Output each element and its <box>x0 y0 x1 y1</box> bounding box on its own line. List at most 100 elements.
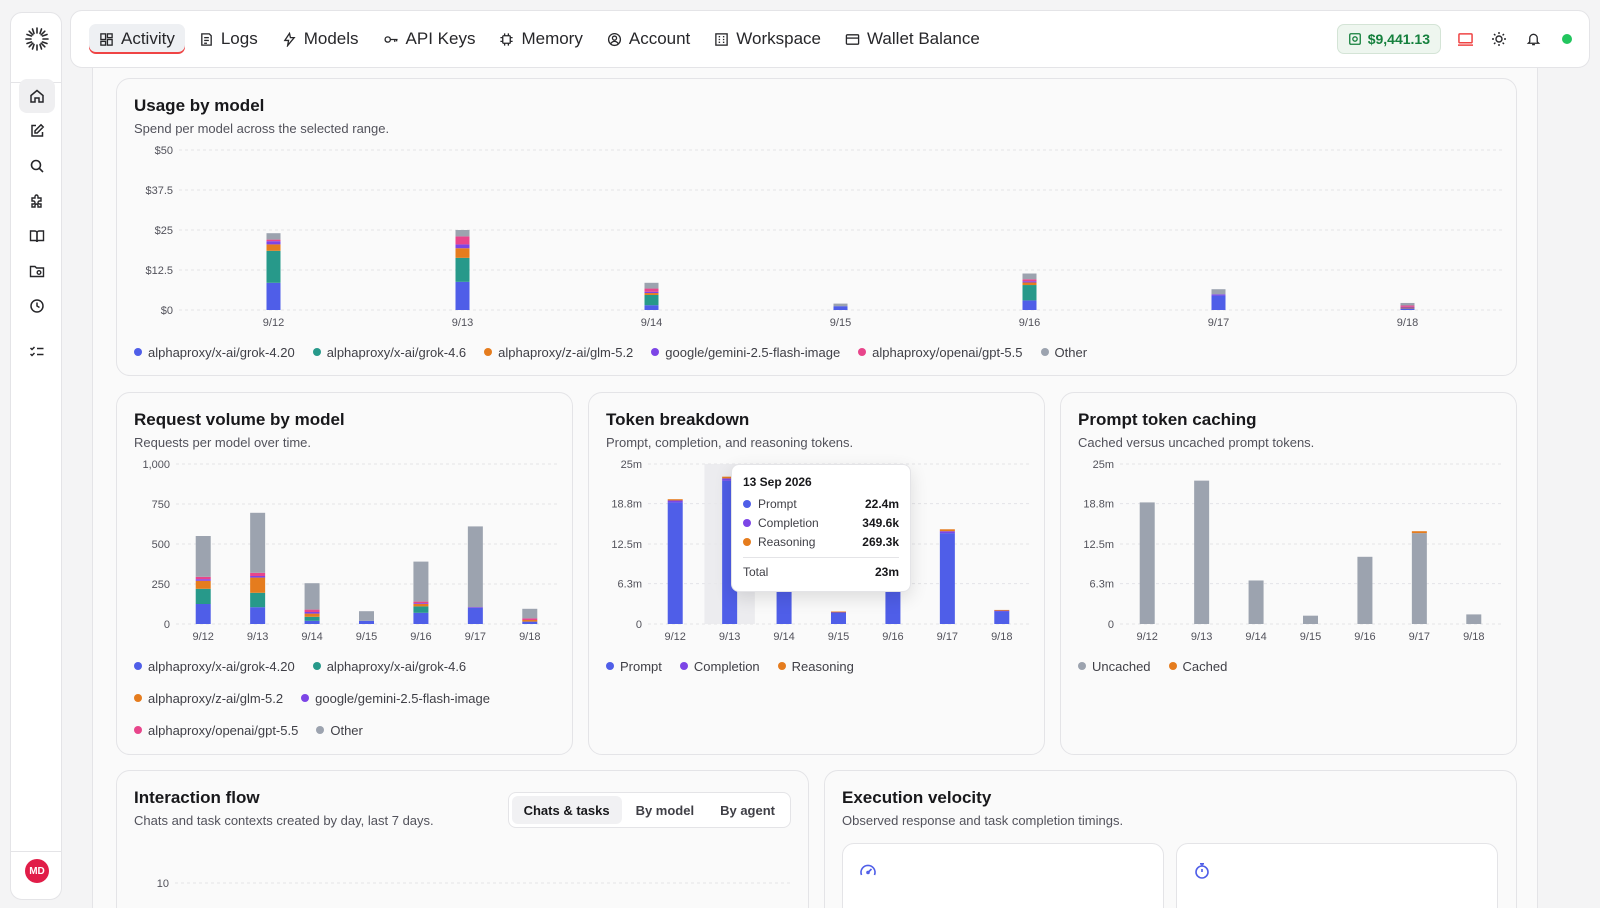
bar-segment-google-gemini-2-5-flash-image <box>304 612 320 614</box>
caching-chart[interactable]: 0 6.3m 12.5m 18.8m 25m 9/12 9/13 9/14 9/15 9/16 9/… <box>1061 393 1518 653</box>
legend-item[interactable]: alphaproxy/openai/gpt-5.5 <box>134 714 298 746</box>
y-tick-label: 6.3m <box>618 579 642 591</box>
avatar[interactable]: MD <box>25 859 49 883</box>
home-button[interactable] <box>19 79 55 113</box>
x-tick-label: 9/12 <box>193 631 214 643</box>
x-tick-label: 9/18 <box>1463 631 1484 643</box>
legend-label: alphaproxy/x-ai/grok-4.20 <box>148 658 295 674</box>
bar-segment-alphaproxy-z-ai-glm-5-2 <box>413 604 429 607</box>
legend-label: Prompt <box>620 658 662 674</box>
legend-item[interactable]: google/gemini-2.5-flash-image <box>651 336 840 368</box>
x-tick-label: 9/18 <box>991 631 1012 643</box>
legend-label: alphaproxy/x-ai/grok-4.20 <box>148 344 295 360</box>
legend-label: Uncached <box>1092 658 1151 674</box>
legend-swatch <box>301 694 310 702</box>
legend-item[interactable]: alphaproxy/x-ai/grok-4.6 <box>312 650 466 682</box>
bar-segment-uncached <box>1194 480 1210 624</box>
home-icon <box>30 89 44 103</box>
usage-by-model-card: Usage by model Spend per model across th… <box>116 78 1517 376</box>
history-button[interactable] <box>19 289 55 323</box>
requests-chart[interactable]: 0 250 500 750 1,000 9/12 9/13 9/14 9/15 9/16 9/17 9… <box>117 393 574 653</box>
x-tick-label: 9/14 <box>641 317 662 329</box>
tokens-chart[interactable]: 0 6.3m 12.5m 18.8m 25m 9/12 9/13 9/14 9/15 9/16 9/… <box>589 393 1046 653</box>
bar-segment-alphaproxy-x-ai-grok-4-6 <box>304 616 320 621</box>
x-tick-label: 9/17 <box>937 631 958 643</box>
tab-logs[interactable]: Logs <box>189 24 268 54</box>
y-tick-label: 750 <box>152 499 170 511</box>
legend-item[interactable]: google/gemini-2.5-flash-image <box>301 682 490 714</box>
legend-item[interactable]: alphaproxy/x-ai/grok-4.20 <box>134 650 295 682</box>
tab-workspace[interactable]: Workspace <box>704 24 831 54</box>
search-button[interactable] <box>19 149 55 183</box>
bar-segment-other <box>522 608 538 619</box>
caching-legend: Uncached Cached <box>1078 650 1227 682</box>
bar-segment-alphaproxy-x-ai-grok-4-20 <box>266 282 281 310</box>
x-tick-label: 9/16 <box>410 631 431 643</box>
logs-icon <box>201 32 212 46</box>
legend-item[interactable]: Uncached <box>1078 650 1151 682</box>
tab-label: Models <box>303 29 359 48</box>
bar-segment-google-gemini-2-5-flash-image <box>1022 281 1037 283</box>
tasks-button[interactable] <box>19 335 55 369</box>
sidebar-rail: MD <box>10 12 62 900</box>
y-tick-label: 12.5m <box>1083 539 1114 551</box>
x-tick-label: 9/18 <box>519 631 540 643</box>
bar-segment-other <box>467 526 483 608</box>
legend-item[interactable]: Other <box>316 714 363 746</box>
card-subtitle: Chats and task contexts created by day, … <box>134 813 434 828</box>
request-volume-card: Request volume by model Requests per mod… <box>116 392 573 755</box>
tab-models[interactable]: Models <box>272 24 369 54</box>
usage-chart[interactable]: $0 $12.5 $25 $37.5 $50 9/12 9/13 9/14 9/15 9/16 9/… <box>117 79 1518 339</box>
bar-segment-other <box>455 230 470 237</box>
legend-label: alphaproxy/openai/gpt-5.5 <box>872 344 1023 360</box>
app-logo-icon[interactable] <box>23 25 51 53</box>
flow-view-switcher: Chats & tasks By model By agent <box>507 792 791 828</box>
flow-chart[interactable]: 810 <box>117 771 810 908</box>
tab-memory[interactable]: Memory <box>489 24 592 54</box>
theme-toggle[interactable] <box>1489 29 1509 49</box>
legend-item[interactable]: alphaproxy/z-ai/glm-5.2 <box>484 336 633 368</box>
tab-api-keys[interactable]: API Keys <box>373 24 486 54</box>
legend-item[interactable]: alphaproxy/x-ai/grok-4.20 <box>134 336 295 368</box>
legend-item[interactable]: Cached <box>1168 650 1227 682</box>
y-tick-label: 18.8m <box>1083 499 1114 511</box>
wallet-balance-badge[interactable]: $9,441.13 <box>1336 24 1441 54</box>
bar-segment-alphaproxy-openai-gpt-5-5 <box>522 618 538 620</box>
library-button[interactable] <box>19 219 55 253</box>
legend-item[interactable]: Other <box>1040 336 1087 368</box>
tab-chats-tasks[interactable]: Chats & tasks <box>511 796 622 824</box>
bar-segment-alphaproxy-x-ai-grok-4-20 <box>250 607 266 624</box>
bar-segment-prompt <box>776 582 792 624</box>
interaction-flow-card: Interaction flow Chats and task contexts… <box>116 770 809 908</box>
bar-segment-alphaproxy-x-ai-grok-4-6 <box>266 250 281 283</box>
tooltip-row-completion: Completion 349.6k <box>743 513 899 532</box>
tooltip-date: 13 Sep 2026 <box>743 475 812 489</box>
x-tick-label: 9/12 <box>263 317 284 329</box>
tab-activity[interactable]: Activity <box>89 24 185 54</box>
bar-segment-alphaproxy-x-ai-grok-4-6 <box>455 257 470 282</box>
integrations-button[interactable] <box>19 184 55 218</box>
bar-segment-other <box>413 561 429 602</box>
x-tick-label: 9/15 <box>356 631 377 643</box>
bar-segment-alphaproxy-x-ai-grok-4-20 <box>455 281 470 310</box>
tab-by-model[interactable]: By model <box>635 802 695 818</box>
new-chat-button[interactable] <box>19 114 55 148</box>
legend-label: Other <box>330 722 363 738</box>
legend-item[interactable]: alphaproxy/z-ai/glm-5.2 <box>134 682 283 714</box>
legend-item[interactable]: alphaproxy/openai/gpt-5.5 <box>858 336 1023 368</box>
bar-segment-alphaproxy-openai-gpt-5-5 <box>195 576 211 580</box>
y-tick-label: $12.5 <box>145 265 173 277</box>
legend-item[interactable]: alphaproxy/x-ai/grok-4.6 <box>312 336 466 368</box>
legend-item[interactable]: Reasoning <box>777 650 854 682</box>
legend-item[interactable]: Prompt <box>606 650 662 682</box>
prompt-dot <box>743 499 751 508</box>
files-button[interactable] <box>19 254 55 288</box>
display-toggle[interactable] <box>1455 29 1475 49</box>
x-tick-label: 9/16 <box>1354 631 1375 643</box>
tab-wallet-balance[interactable]: Wallet Balance <box>835 24 990 54</box>
tab-by-agent[interactable]: By agent <box>720 802 775 818</box>
bar-segment-prompt <box>667 502 683 624</box>
notifications-button[interactable] <box>1523 29 1543 49</box>
tab-account[interactable]: Account <box>597 24 700 54</box>
legend-item[interactable]: Completion <box>679 650 760 682</box>
